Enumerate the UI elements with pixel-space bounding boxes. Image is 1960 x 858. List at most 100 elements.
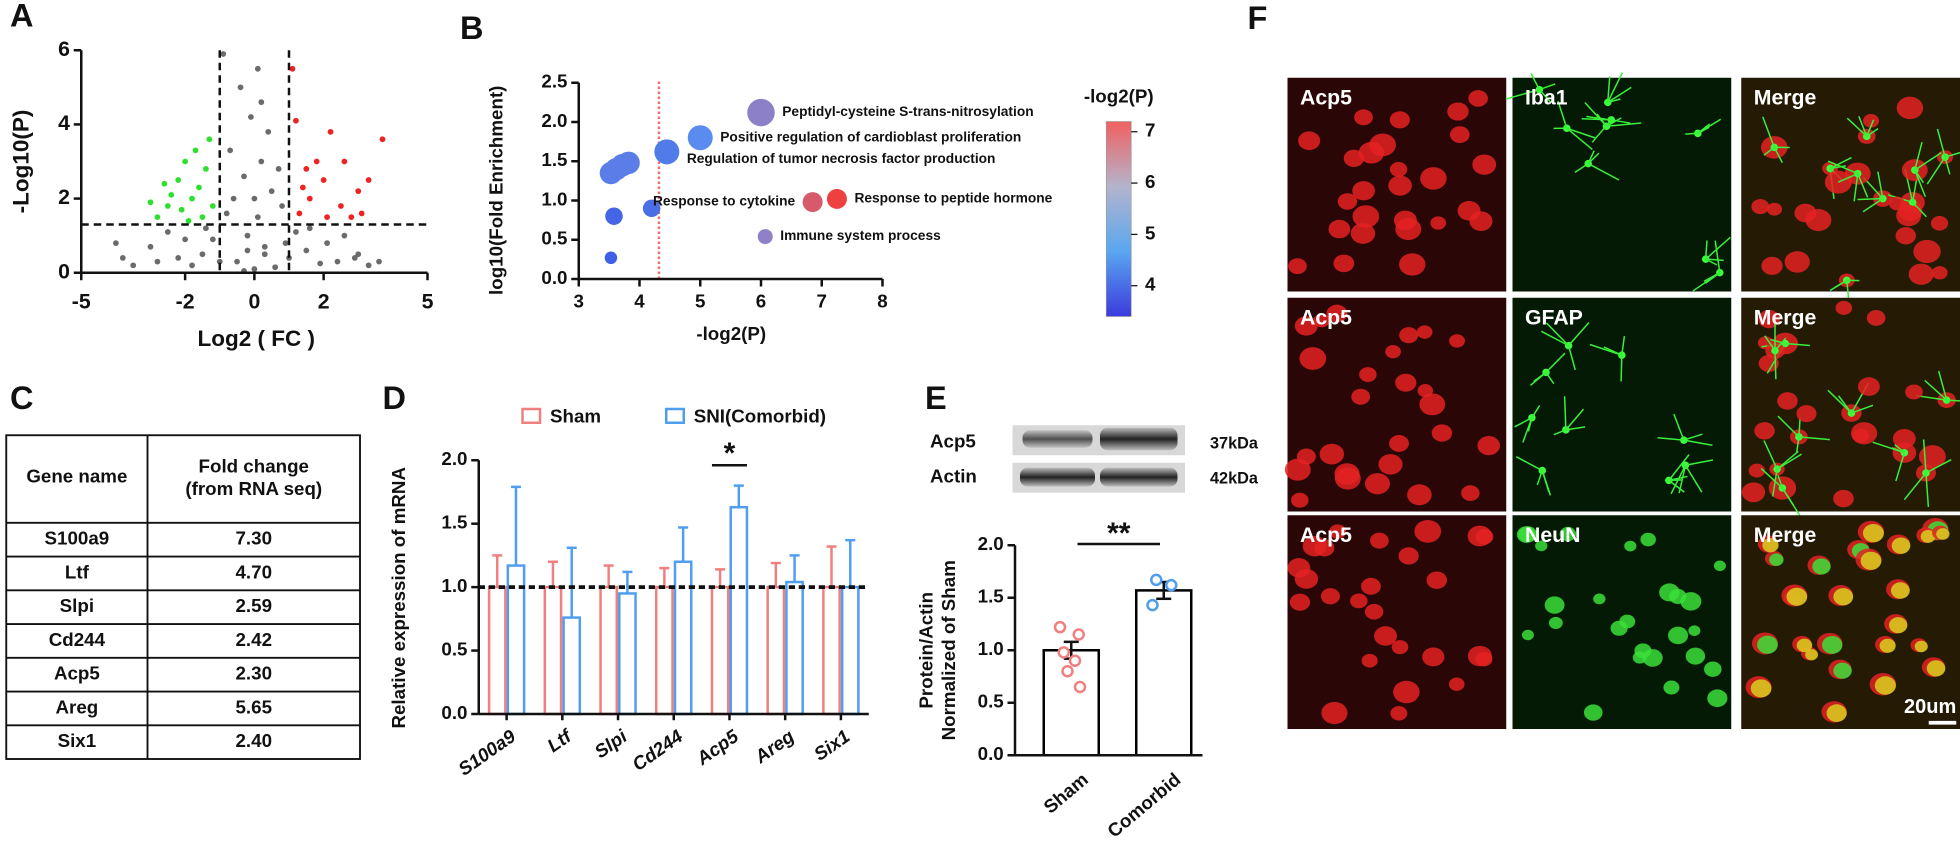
process [1515, 456, 1543, 472]
point [320, 177, 327, 183]
process [1925, 459, 1952, 474]
point [379, 136, 386, 143]
point [317, 260, 324, 267]
panel-label: B [460, 10, 483, 46]
point [279, 203, 285, 209]
process [1567, 345, 1576, 371]
micrograph-bg [1512, 297, 1732, 512]
cell [1892, 428, 1916, 449]
process [1851, 404, 1874, 414]
process [1536, 470, 1543, 486]
blot-label: Acp5 [930, 431, 976, 452]
point [293, 229, 299, 235]
point [206, 136, 213, 143]
point [341, 232, 348, 239]
x-tick-label: Ltf [543, 724, 576, 756]
process [1620, 355, 1623, 382]
point [254, 65, 261, 72]
table-cell: Areg [56, 696, 99, 717]
bar [1135, 589, 1193, 757]
cell [1416, 325, 1433, 339]
point [203, 225, 209, 232]
cell [1359, 367, 1377, 382]
colorbar-tick-label: 4 [1145, 274, 1156, 295]
process [1545, 352, 1566, 373]
process [1862, 197, 1884, 213]
micrograph-bg [1287, 297, 1507, 512]
point [365, 177, 372, 183]
x-axis-label: -log2(P) [696, 323, 766, 344]
cell [1296, 448, 1316, 465]
y-tick-label: 1.5 [441, 512, 467, 533]
point [341, 158, 348, 165]
bubble [654, 139, 680, 165]
process [1684, 464, 1703, 493]
cell [1741, 482, 1766, 503]
micrograph-label: Acp5 [1300, 523, 1352, 547]
cell [1751, 199, 1770, 215]
cell [1559, 526, 1577, 542]
table-cell: Slpi [60, 595, 94, 616]
micrograph [1284, 297, 1507, 512]
bar [785, 580, 804, 716]
process [1611, 119, 1631, 124]
process [1776, 450, 1799, 470]
cell [1583, 704, 1603, 721]
table-cell: 2.30 [236, 663, 272, 684]
bubble-label: Response to peptide hormone [854, 191, 1052, 206]
cell [1668, 626, 1689, 645]
cell [1796, 638, 1813, 653]
micrograph [1512, 515, 1732, 729]
point [244, 247, 251, 254]
cell [1926, 660, 1946, 677]
table-cell: S100a9 [45, 528, 110, 549]
blot-band [1022, 430, 1093, 448]
bar [729, 505, 749, 716]
x-tick-label: 5 [422, 289, 434, 313]
cell [1891, 537, 1911, 554]
point [130, 262, 137, 269]
cell [1888, 196, 1906, 211]
data-point [1150, 573, 1163, 587]
process [1568, 322, 1590, 347]
point [358, 210, 365, 217]
process [1833, 279, 1848, 289]
cell [1420, 167, 1447, 190]
process [1857, 197, 1883, 201]
process [1697, 126, 1710, 134]
x-tick-label: Acp5 [692, 725, 743, 769]
bar [710, 585, 730, 716]
point [244, 232, 251, 239]
process [1565, 426, 1586, 431]
cell [1449, 334, 1465, 348]
colorbar-title: -log2(P) [1084, 86, 1154, 107]
x-tick-label: 0 [248, 289, 260, 313]
process [1541, 470, 1552, 496]
colorbar [1105, 121, 1132, 317]
cell [1895, 227, 1917, 245]
point [192, 147, 199, 154]
cell [1419, 393, 1446, 416]
cell [1786, 587, 1808, 606]
point [147, 199, 154, 206]
x-tick-label: Sham [1039, 769, 1092, 818]
x-tick-label: Six1 [810, 725, 854, 764]
process [1798, 436, 1830, 441]
point [234, 258, 240, 265]
point [227, 147, 234, 154]
cell [1805, 649, 1818, 661]
cell [1833, 588, 1854, 606]
cell [1378, 454, 1403, 475]
cell [1426, 571, 1448, 589]
cell [1920, 530, 1936, 543]
y-tick-label: 0.0 [541, 267, 567, 288]
process [1798, 417, 1801, 437]
point [161, 180, 168, 187]
cell [1857, 377, 1880, 396]
process [1531, 405, 1541, 419]
cell [1688, 625, 1701, 636]
table-header: Fold change [199, 456, 309, 477]
cell [1352, 205, 1380, 228]
cell [1334, 467, 1361, 490]
process [1545, 322, 1570, 347]
